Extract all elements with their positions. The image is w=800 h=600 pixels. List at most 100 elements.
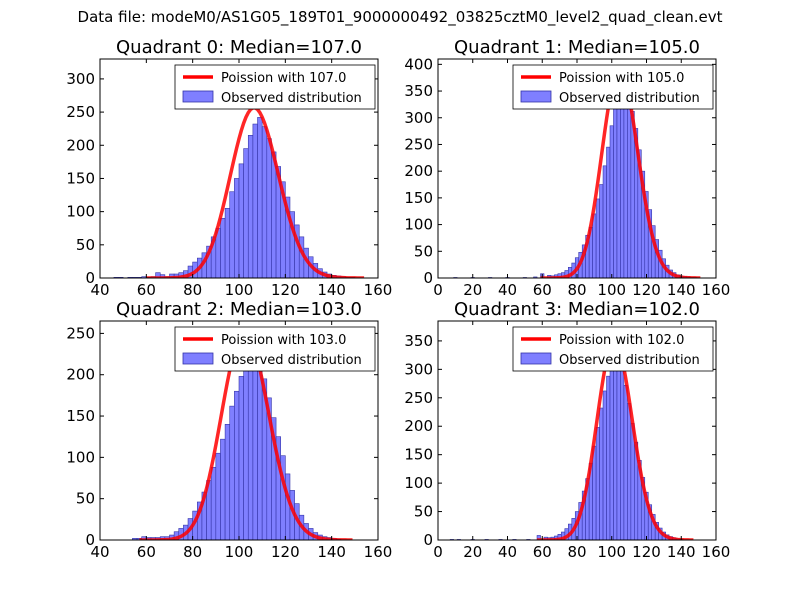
histogram-bar — [627, 93, 632, 278]
plot-area — [113, 106, 365, 278]
histogram-bar — [592, 445, 597, 540]
x-tick-label: 160 — [702, 281, 731, 299]
y-tick-label: 300 — [404, 360, 433, 378]
y-tick-label: 0 — [85, 269, 95, 287]
quadrant-1-panel: 0 20 40 60 80 100 120 140 160 0 50 100 150 200 250 300 3… — [404, 37, 730, 299]
figure-title: Data file: modeM0/AS1G05_189T01_90000004… — [77, 8, 723, 26]
histogram-bar — [238, 163, 244, 278]
histogram-bar — [595, 198, 600, 278]
legend: Poission with 103.0 Observed distribution — [174, 326, 376, 372]
legend-label-poisson: Poission with 107.0 — [221, 71, 346, 86]
y-tick-label: 50 — [76, 236, 95, 254]
y-tick-label: 200 — [66, 136, 95, 154]
y-tick-label: 200 — [404, 162, 433, 180]
histogram-bar — [623, 80, 628, 278]
histogram-bar — [247, 346, 254, 540]
y-tick-label: 300 — [66, 70, 95, 88]
histogram-bar — [602, 390, 607, 540]
x-tick-label: 160 — [364, 281, 393, 299]
histogram-bar — [257, 362, 263, 540]
histogram-bar — [234, 390, 240, 540]
legend-bar-swatch — [520, 352, 552, 365]
legend-label-observed: Observed distribution — [221, 91, 362, 106]
y-tick-label: 100 — [404, 474, 433, 492]
histogram-bar — [261, 126, 268, 278]
histogram-bar — [595, 427, 600, 540]
histogram-bar — [243, 148, 249, 278]
histogram-bar — [210, 466, 217, 540]
histogram-bar — [266, 138, 272, 278]
y-tick-label: 50 — [414, 503, 433, 521]
x-tick-label: 80 — [183, 281, 202, 299]
histogram-bar — [609, 125, 614, 278]
x-tick-label: 140 — [317, 543, 346, 561]
y-tick-label: 150 — [66, 407, 95, 425]
legend: Poission with 102.0 Observed distribution — [512, 326, 714, 372]
legend: Poission with 105.0 Observed distribution — [512, 64, 714, 110]
x-tick-label: 140 — [667, 281, 696, 299]
x-tick-label: 120 — [632, 543, 661, 561]
histogram-bar — [224, 208, 231, 278]
x-tick-label: 0 — [433, 281, 443, 299]
histogram-bar — [257, 117, 263, 278]
legend-label-poisson: Poission with 102.0 — [559, 333, 684, 348]
y-tick-label: 200 — [66, 366, 95, 384]
histogram-bar — [252, 123, 258, 278]
x-tick-label: 120 — [271, 281, 300, 299]
histogram-bar — [234, 178, 240, 278]
x-tick-label: 40 — [90, 543, 109, 561]
legend-bar-swatch — [182, 352, 214, 365]
histogram-bar — [613, 107, 618, 278]
x-tick-label: 100 — [597, 543, 626, 561]
histogram-bar — [224, 424, 231, 540]
legend-label-poisson: Poission with 103.0 — [221, 333, 346, 348]
y-tick-label: 250 — [66, 103, 95, 121]
panel-title: Quadrant 0: Median=107.0 — [116, 37, 362, 58]
legend-label-poisson: Poission with 105.0 — [559, 71, 684, 86]
histogram-bar — [238, 376, 244, 540]
y-tick-label: 250 — [404, 135, 433, 153]
legend-bar-swatch — [182, 90, 214, 103]
x-tick-label: 80 — [567, 281, 586, 299]
x-tick-label: 40 — [90, 281, 109, 299]
y-tick-label: 0 — [423, 269, 433, 287]
y-tick-label: 100 — [404, 216, 433, 234]
x-tick-label: 20 — [463, 281, 482, 299]
histogram-bar — [606, 146, 611, 278]
x-tick-label: 40 — [498, 543, 517, 561]
histogram-bar — [616, 90, 621, 278]
histogram-bar — [243, 359, 249, 540]
histogram-bar — [623, 384, 628, 540]
x-tick-label: 100 — [225, 543, 254, 561]
histogram-bar — [271, 151, 277, 278]
legend-label-observed: Observed distribution — [221, 353, 362, 368]
y-tick-label: 150 — [404, 189, 433, 207]
histogram-bar — [229, 191, 235, 278]
histogram-bar — [616, 356, 621, 540]
y-tick-label: 300 — [404, 109, 433, 127]
plot-area — [449, 339, 694, 540]
y-tick-label: 150 — [66, 169, 95, 187]
x-tick-label: 40 — [498, 281, 517, 299]
y-tick-label: 350 — [404, 332, 433, 350]
x-tick-label: 60 — [533, 281, 552, 299]
x-tick-label: 160 — [702, 543, 731, 561]
legend: Poission with 107.0 Observed distribution — [174, 64, 376, 110]
x-tick-label: 80 — [183, 543, 202, 561]
x-tick-label: 20 — [463, 543, 482, 561]
histogram-bar — [220, 217, 226, 278]
y-tick-label: 50 — [414, 242, 433, 260]
histogram-bar — [592, 213, 597, 278]
histogram-bar — [215, 452, 221, 540]
histogram-bar — [620, 369, 625, 540]
y-tick-label: 100 — [66, 448, 95, 466]
x-tick-label: 140 — [667, 543, 696, 561]
histogram-bar — [247, 135, 254, 278]
panel-title: Quadrant 1: Median=105.0 — [454, 37, 700, 58]
x-tick-label: 160 — [364, 543, 393, 561]
x-tick-label: 60 — [137, 543, 156, 561]
y-tick-label: 400 — [404, 55, 433, 73]
x-tick-label: 120 — [632, 281, 661, 299]
y-tick-label: 250 — [404, 389, 433, 407]
